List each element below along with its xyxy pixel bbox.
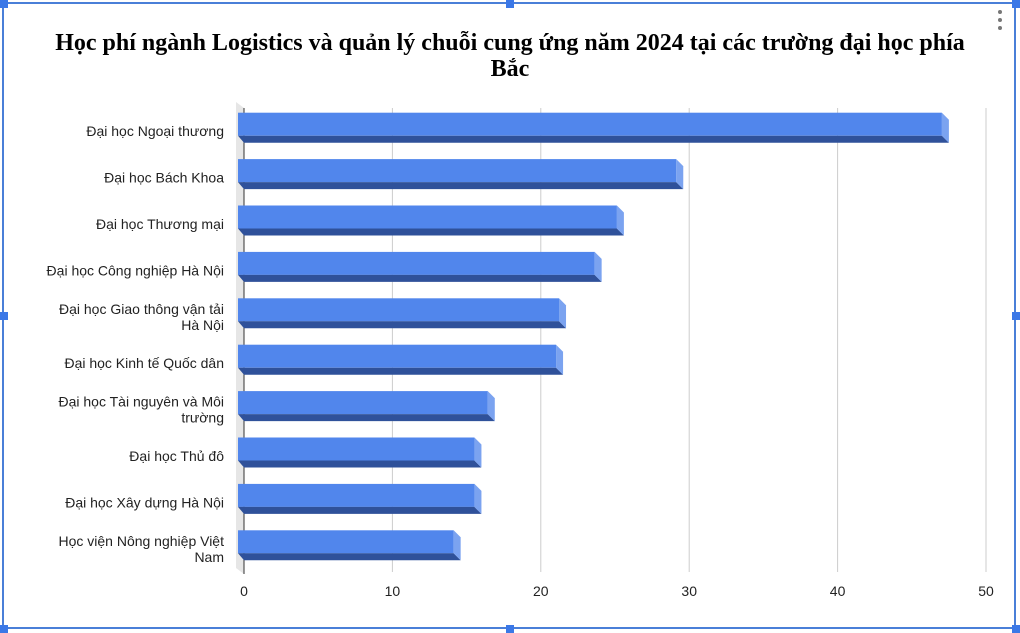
bar-side-8 (474, 483, 482, 514)
resize-handle-bottom-right[interactable] (1012, 625, 1020, 633)
bar-9 (238, 530, 461, 561)
bar-side-5 (556, 344, 564, 375)
bar-face-9 (238, 530, 454, 554)
bar-bottom-8 (238, 506, 482, 514)
more-options-icon[interactable] (994, 10, 1006, 36)
bar-4 (238, 298, 567, 329)
category-label-7: Đại học Thủ đô (129, 448, 224, 464)
category-label-3: Đại học Công nghiệp Hà Nội (47, 262, 224, 278)
bar-side-0 (941, 112, 949, 143)
bar-7 (238, 437, 482, 468)
bar-side-3 (594, 251, 602, 282)
resize-handle-middle-right[interactable] (1012, 312, 1020, 320)
bar-bottom-3 (238, 274, 602, 282)
bar-face-4 (238, 298, 560, 322)
category-label-1: Đại học Bách Khoa (104, 170, 224, 186)
bar-bottom-0 (238, 135, 949, 143)
bar-face-8 (238, 483, 475, 507)
bar-1 (238, 159, 684, 190)
bar-bottom-4 (238, 321, 567, 329)
bar-face-3 (238, 251, 595, 275)
x-tick-label-3: 30 (681, 583, 697, 599)
chart-title: Học phí ngành Logistics và quản lý chuỗi… (55, 30, 965, 82)
category-label-8: Đại học Xây dựng Hà Nội (65, 494, 224, 510)
resize-handle-top-right[interactable] (1012, 0, 1020, 8)
bar-bottom-7 (238, 460, 482, 468)
bar-face-6 (238, 391, 488, 415)
bar-side-2 (616, 205, 624, 236)
category-label-4: Đại học Giao thông vận tải Hà Nội (59, 301, 224, 333)
bar-bottom-1 (238, 182, 684, 190)
bar-bottom-9 (238, 553, 461, 561)
bar-face-7 (238, 437, 475, 461)
bar-face-0 (238, 112, 942, 136)
x-tick-label-2: 20 (533, 583, 549, 599)
category-label-0: Đại học Ngoại thương (86, 123, 224, 139)
bar-side-6 (487, 391, 495, 422)
bar-bottom-2 (238, 228, 624, 236)
bar-face-5 (238, 344, 557, 368)
resize-handle-top-center[interactable] (506, 0, 514, 8)
bar-bottom-6 (238, 414, 495, 422)
resize-handle-bottom-center[interactable] (506, 625, 514, 633)
resize-handle-middle-left[interactable] (0, 312, 8, 320)
x-tick-label-1: 10 (385, 583, 401, 599)
resize-handle-top-left[interactable] (0, 0, 8, 8)
bar-6 (238, 391, 495, 422)
category-label-5: Đại học Kinh tế Quốc dân (64, 355, 224, 371)
bar-side-4 (559, 298, 567, 329)
bar-8 (238, 483, 482, 514)
bar-0 (238, 112, 949, 143)
bar-side-7 (474, 437, 482, 468)
resize-handle-bottom-left[interactable] (0, 625, 8, 633)
bar-bottom-5 (238, 367, 564, 375)
bar-5 (238, 344, 564, 375)
bar-3 (238, 251, 602, 282)
bar-face-1 (238, 159, 677, 183)
bar-2 (238, 205, 624, 236)
category-label-9: Học viện Nông nghiệp Việt Nam (58, 533, 224, 565)
category-label-6: Đại học Tài nguyên và Môi trường (59, 394, 225, 426)
bar-side-9 (453, 530, 461, 561)
bar-face-2 (238, 205, 617, 229)
x-tick-label-4: 40 (830, 583, 846, 599)
x-tick-label-5: 50 (978, 583, 994, 599)
x-tick-label-0: 0 (240, 583, 248, 599)
bar-side-1 (676, 159, 684, 190)
category-label-2: Đại học Thương mại (96, 216, 224, 232)
